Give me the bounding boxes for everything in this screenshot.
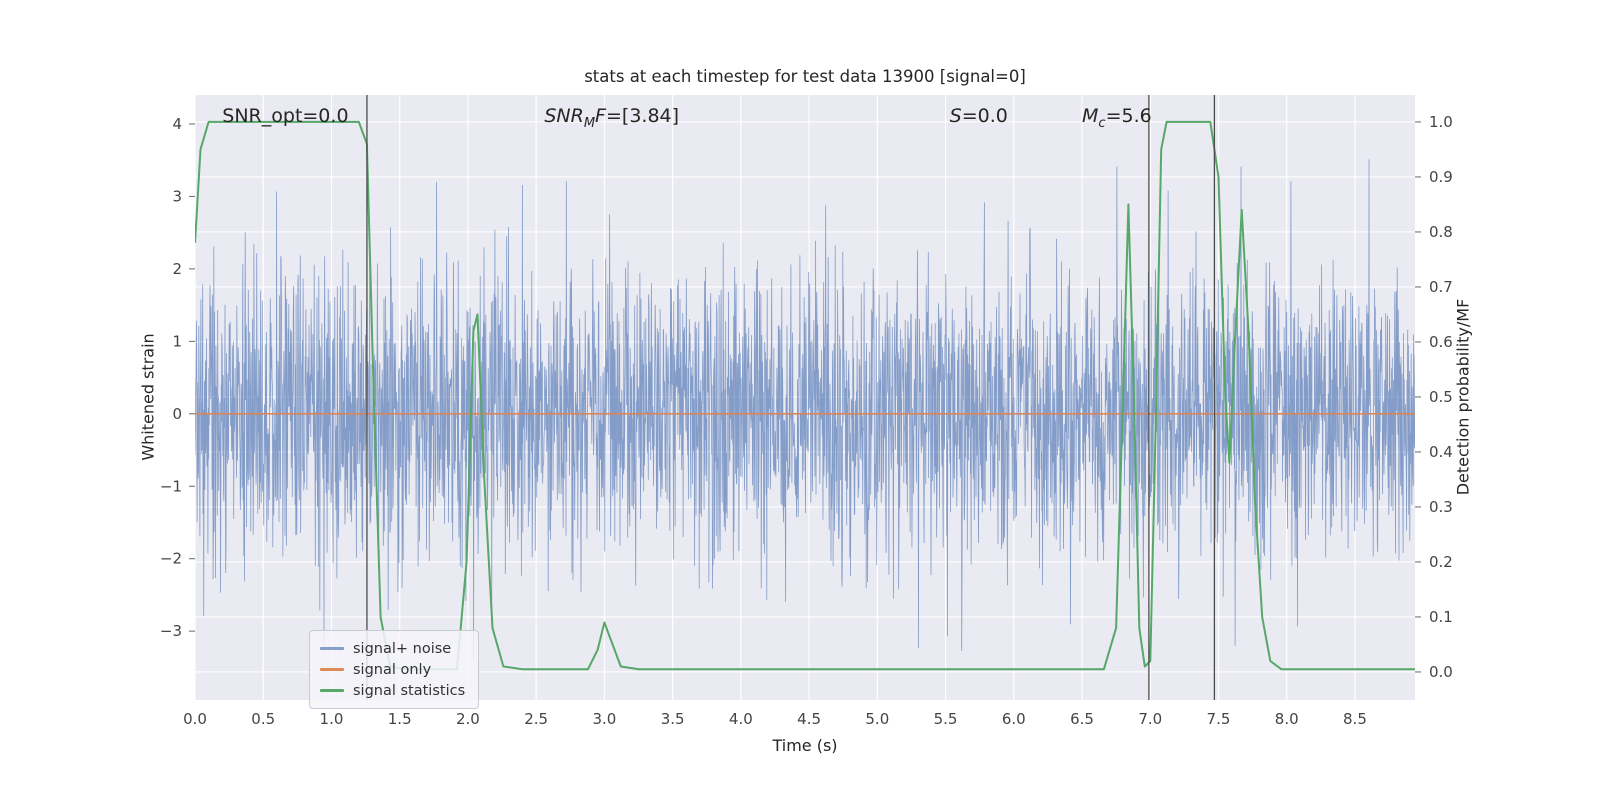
x-tick-label: 5.5 xyxy=(934,710,958,728)
axis-ticks: 0.0 0.5 1.0 1.5 2.0 2.5 3.0 3.5 4.0 4.5 5.0 5.5 6.0 6… xyxy=(160,113,1453,728)
y-left-tick-label: −3 xyxy=(160,622,182,640)
x-tick-label: 4.0 xyxy=(729,710,753,728)
legend-swatch-signal-statistics xyxy=(320,689,344,692)
legend-item-signal-statistics: signal statistics xyxy=(320,680,465,701)
legend-label-signal-statistics: signal statistics xyxy=(353,682,466,699)
x-tick-label: 3.0 xyxy=(592,710,616,728)
y-right-tick-label: 0.1 xyxy=(1429,608,1453,626)
x-axis-label: Time (s) xyxy=(772,736,838,755)
event-marker-lines xyxy=(366,95,1216,700)
y-left-tick-label: 2 xyxy=(172,260,182,278)
y-right-tick-label: 0.5 xyxy=(1429,388,1453,406)
x-tick-label: 8.5 xyxy=(1343,710,1367,728)
legend: signal+ noise signal only signal statist… xyxy=(309,630,480,709)
x-tick-label: 7.5 xyxy=(1207,710,1231,728)
y-right-tick-label: 0.2 xyxy=(1429,553,1453,571)
x-tick-label: 6.0 xyxy=(1002,710,1026,728)
y-right-tick-label: 0.8 xyxy=(1429,223,1453,241)
y-right-tick-label: 0.9 xyxy=(1429,168,1453,186)
legend-swatch-signal-only xyxy=(320,668,344,671)
x-tick-label: 0.5 xyxy=(251,710,275,728)
x-tick-label: 0.0 xyxy=(183,710,207,728)
y-right-tick-label: 0.7 xyxy=(1429,278,1453,296)
chart-title: stats at each timestep for test data 139… xyxy=(584,67,1026,86)
x-tick-label: 7.0 xyxy=(1138,710,1162,728)
y-left-tick-label: −1 xyxy=(160,477,182,495)
y-right-tick-label: 1.0 xyxy=(1429,113,1453,131)
y-right-tick-label: 0.3 xyxy=(1429,498,1453,516)
series-signal-noise xyxy=(195,159,1415,661)
x-tick-label: 4.5 xyxy=(797,710,821,728)
y-left-tick-label: −2 xyxy=(160,550,182,568)
y-axis-label-right: Detection probability/MF xyxy=(1453,298,1473,496)
y-left-tick-label: 4 xyxy=(172,115,182,133)
y-right-tick-label: 0.6 xyxy=(1429,333,1453,351)
x-tick-label: 3.5 xyxy=(661,710,685,728)
y-axis-label-left: Whitened strain xyxy=(138,333,158,461)
x-tick-label: 1.5 xyxy=(388,710,412,728)
y-right-tick-label: 0.0 xyxy=(1429,663,1453,681)
x-tick-label: 2.5 xyxy=(524,710,548,728)
y-left-tick-label: 0 xyxy=(172,405,182,423)
legend-swatch-signal-noise xyxy=(320,647,344,650)
x-tick-label: 1.0 xyxy=(320,710,344,728)
y-right-tick-label: 0.4 xyxy=(1429,443,1453,461)
x-tick-label: 8.0 xyxy=(1275,710,1299,728)
legend-item-signal-only: signal only xyxy=(320,659,465,680)
y-left-tick-label: 1 xyxy=(172,332,182,350)
legend-item-signal-noise: signal+ noise xyxy=(320,638,465,659)
legend-label-signal-only: signal only xyxy=(353,661,432,678)
x-tick-label: 2.0 xyxy=(456,710,480,728)
y-left-tick-label: 3 xyxy=(172,187,182,205)
x-tick-label: 5.0 xyxy=(865,710,889,728)
legend-label-signal-noise: signal+ noise xyxy=(353,640,452,657)
x-tick-label: 6.5 xyxy=(1070,710,1094,728)
